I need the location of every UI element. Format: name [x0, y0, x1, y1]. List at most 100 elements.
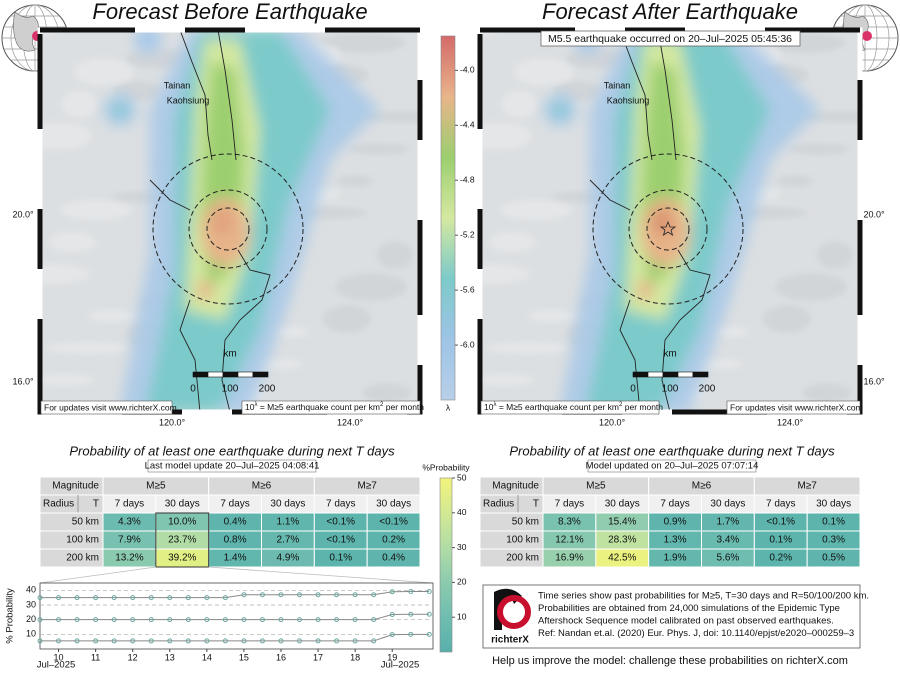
scale-label: 0 — [190, 384, 196, 395]
period-col: 7 days — [555, 499, 584, 510]
scale-unit: km — [663, 349, 676, 360]
terrain — [777, 175, 813, 187]
map-title: Forecast Before Earthquake — [92, 0, 367, 24]
colorbar-tick-label: 30 — [457, 542, 467, 552]
terrain — [272, 326, 308, 338]
series-point — [167, 617, 173, 623]
series-point — [222, 617, 228, 623]
terrain — [480, 264, 530, 284]
series-point — [148, 595, 154, 601]
terrain — [789, 143, 849, 155]
scale-label: 200 — [699, 384, 716, 395]
place-label: Kaohsiung — [167, 95, 210, 105]
colorbar — [440, 35, 456, 401]
series-point — [334, 638, 340, 644]
magnitude-col: M≥7 — [797, 481, 817, 492]
terrain — [88, 310, 136, 322]
period-col: 30 days — [165, 499, 200, 510]
series-point — [74, 617, 80, 623]
series-point — [241, 592, 247, 598]
probability-cell: 7.9% — [118, 535, 141, 546]
page-footer: Help us improve the model: challenge the… — [492, 655, 848, 667]
legend-part: 2 — [380, 402, 384, 408]
x-tick-label: 14 — [202, 652, 212, 662]
series-point — [259, 638, 265, 644]
y-tick-label: 20 — [26, 614, 36, 624]
table-cell — [366, 548, 421, 568]
lon-label: 124.0° — [337, 417, 364, 427]
series-point — [278, 638, 284, 644]
footer-box — [40, 400, 173, 415]
map — [480, 30, 860, 412]
series-point — [111, 595, 117, 601]
scale-bar-segment — [207, 371, 224, 378]
terrain — [60, 200, 132, 220]
period-col: 30 days — [270, 499, 305, 510]
rate-legend: 10λ = M≥5 earthquake count per km2 per m… — [245, 402, 424, 413]
terrain — [363, 383, 411, 403]
lon-label: 120.0° — [159, 417, 186, 427]
series-point — [297, 617, 303, 623]
terrain — [480, 122, 532, 150]
scale-bar-segment — [192, 371, 209, 378]
series-point — [352, 617, 358, 623]
terrain — [323, 305, 371, 333]
y-tick-label: 40 — [26, 585, 36, 595]
lat-label: 20.0° — [12, 209, 34, 219]
series-point — [204, 617, 210, 623]
selected-column — [155, 512, 210, 568]
probability-cell: 12.1% — [555, 535, 583, 546]
scale-label: 200 — [259, 384, 276, 395]
terrain — [480, 374, 534, 386]
series-point — [426, 589, 432, 595]
terrain — [337, 175, 373, 187]
radius-header: Radius — [483, 499, 514, 510]
scale-bar-segment — [677, 371, 694, 378]
x-tick-label: 18 — [350, 652, 360, 662]
probability-cell: 39.2% — [168, 553, 196, 564]
coastline — [149, 30, 271, 412]
colorbar-label: %Probability — [422, 462, 470, 472]
colorbar-tick-label: 40 — [457, 507, 467, 517]
probability-cell: <0.1% — [326, 517, 355, 528]
series-point — [130, 617, 136, 623]
series-line — [40, 591, 430, 599]
rate-core — [212, 208, 232, 236]
colorbar-tick-label: -4.8 — [460, 174, 475, 184]
lon-label: 120.0° — [599, 417, 626, 427]
series-point — [408, 631, 414, 637]
colorbar-tick-label: 50 — [457, 472, 467, 482]
table-subtitle: Model updated on 20–Jul–2025 07:07:14 — [586, 461, 759, 472]
series-point — [56, 595, 62, 601]
legend-box — [241, 400, 421, 415]
series-point — [259, 592, 265, 598]
terrain — [46, 342, 130, 354]
x-tick-label: 17 — [313, 652, 323, 662]
series-point — [389, 589, 395, 595]
magnitude-col: M≥7 — [357, 481, 377, 492]
probability-cell: 0.4% — [224, 517, 247, 528]
probability-cell: 16.9% — [555, 553, 583, 564]
period-col: 7 days — [660, 499, 689, 510]
scale-label: 100 — [222, 384, 239, 395]
x-tick-label: 11 — [91, 652, 100, 662]
probability-cell: 0.9% — [664, 517, 687, 528]
subtitle-box — [147, 459, 317, 473]
terrain — [321, 33, 405, 53]
period-col: 7 days — [115, 499, 144, 510]
magnitude-header: Magnitude — [492, 481, 539, 492]
legend-part: λ — [493, 402, 496, 408]
series-point — [74, 595, 80, 601]
rate-core — [197, 280, 213, 300]
probability-cell: 2.7% — [277, 535, 300, 546]
epicenter-star — [659, 220, 677, 236]
info-line: Time series show past probabilities for … — [538, 591, 869, 602]
scale-unit: km — [223, 349, 236, 360]
logo-text: richterX — [491, 635, 529, 646]
y-tick-label: 30 — [26, 599, 36, 609]
radius-circle — [152, 153, 304, 305]
table-cell — [806, 548, 861, 568]
magnitude-col: M≥6 — [692, 481, 712, 492]
series-point — [56, 638, 62, 644]
logo-ring — [497, 595, 531, 629]
